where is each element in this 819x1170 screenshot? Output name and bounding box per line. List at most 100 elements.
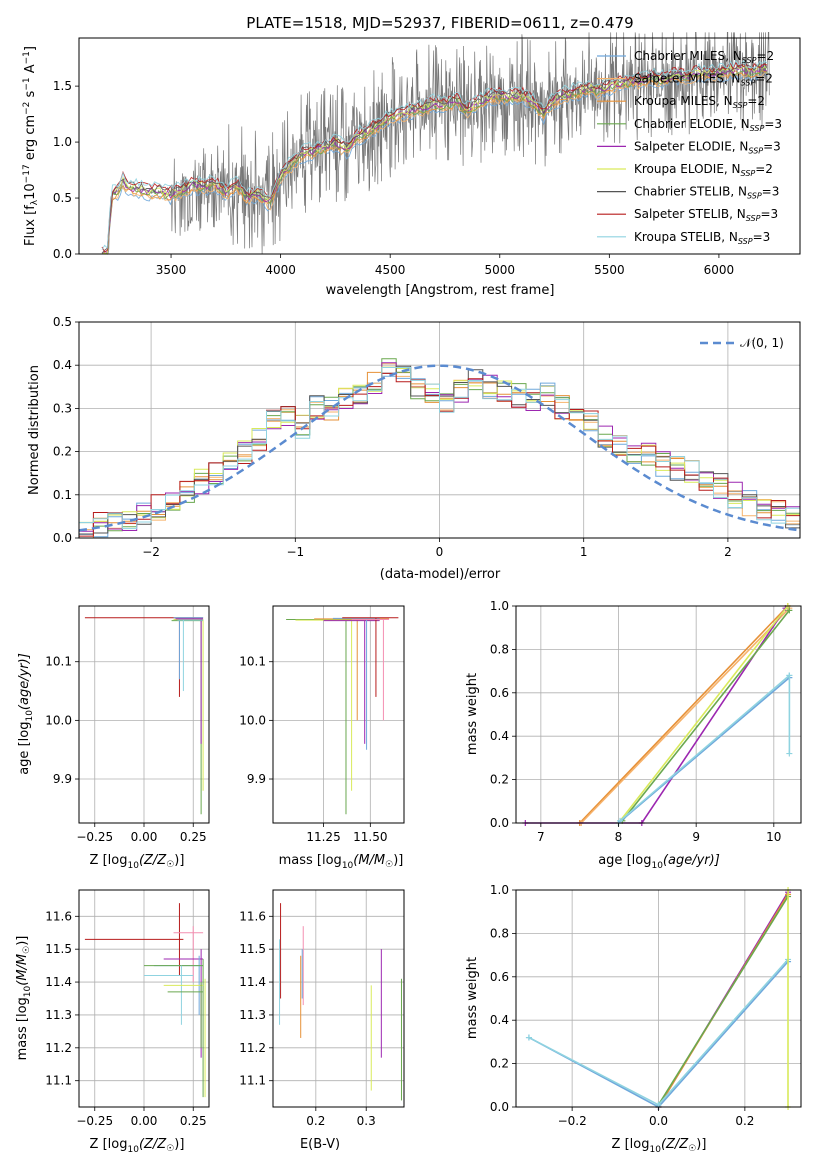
y-tick-label: 9.9 — [247, 772, 266, 786]
mZ-ylabel: mass [log10(M/M☉)] — [15, 936, 33, 1061]
model-spectrum — [102, 71, 768, 255]
legend-entry: Kroupa MILES, NSSP=2 — [634, 94, 765, 110]
x-tick-label: −0.2 — [558, 1114, 587, 1128]
ageZ-xlabel: Z [log10(Z/Z☉)] — [90, 853, 185, 871]
y-tick-label: 0.2 — [53, 445, 72, 459]
data-point — [525, 1034, 532, 1041]
massweight-vs-age-panel: 7 8 9 10 0.0 0.2 0.4 0.6 0.8 1.0 — [490, 599, 802, 844]
y-tick-label: 0.4 — [53, 358, 72, 372]
legend-normal: 𝒩(0, 1) — [740, 336, 784, 350]
x-tick-label: 5000 — [484, 263, 515, 277]
y-tick-label: 11.2 — [239, 1041, 266, 1055]
mZ-xlabel: Z [log10(Z/Z☉)] — [90, 1137, 185, 1155]
residual-panel: −2 −1 0 1 2 0.0 0.1 0.2 0.3 0.4 0.5 𝒩(0, 1) (data-… — [27, 315, 801, 582]
x-tick-label: 4000 — [265, 263, 296, 277]
series-line — [579, 605, 789, 824]
x-tick-label: 0.00 — [131, 1114, 158, 1128]
data-point — [786, 607, 793, 614]
x-tick-label: 9 — [692, 830, 700, 844]
y-tick-label: 10.1 — [45, 655, 72, 669]
massweight-vs-Z-panel: −0.2 0.0 0.2 0.0 0.2 0.4 0.6 0.8 1.0 — [490, 883, 802, 1128]
normal-curve — [78, 364, 801, 532]
mwAge-ylabel: mass weight — [465, 673, 480, 755]
x-tick-label: 8 — [615, 830, 623, 844]
y-tick-label: 0.0 — [53, 247, 72, 261]
residual-ylabel: Normed distribution — [27, 365, 42, 495]
y-tick-label: 9.9 — [53, 772, 72, 786]
y-tick-label: 0.8 — [490, 642, 509, 656]
legend-entry: Chabrier STELIB, NSSP=3 — [634, 185, 779, 201]
x-tick-label: 3500 — [156, 263, 187, 277]
y-tick-label: 0.0 — [490, 1100, 509, 1114]
legend-entry: Salpeter ELODIE, NSSP=3 — [634, 139, 781, 155]
y-tick-label: 0.6 — [490, 686, 509, 700]
x-tick-label: 0.2 — [306, 1114, 325, 1128]
legend-entry: Kroupa ELODIE, NSSP=2 — [634, 162, 773, 178]
x-tick-label: 5500 — [594, 263, 625, 277]
ageM-xlabel: mass [log10(M/M☉)] — [279, 853, 404, 871]
model-spectrum — [101, 62, 768, 254]
y-tick-label: 0.2 — [490, 773, 509, 787]
spectrum-frame — [78, 37, 801, 255]
x-tick-label: 11.50 — [353, 830, 387, 844]
mass-vs-ebv-panel: 0.2 0.3 11.1 11.2 11.3 11.4 11.5 11.6 — [239, 889, 405, 1128]
residual-xlabel: (data-model)/error — [380, 567, 501, 582]
residual-legend: 𝒩(0, 1) — [700, 336, 784, 350]
figure-title: PLATE=1518, MJD=52937, FIBERID=0611, z=0… — [246, 14, 633, 32]
x-tick-label: 0.00 — [131, 830, 158, 844]
residual-histogram — [79, 367, 800, 530]
y-tick-label: 11.2 — [45, 1041, 72, 1055]
spectrum-ylabel: Flux [fλ10−17 erg cm−2 s−1 A−1] — [22, 46, 40, 246]
y-tick-label: 11.3 — [45, 1008, 72, 1022]
legend-entry: Kroupa STELIB, NSSP=3 — [634, 230, 770, 246]
spectrum-legend: Chabrier MILES, NSSP=2 Salpeter MILES, NS… — [597, 49, 782, 246]
p-mE-frame — [272, 889, 405, 1108]
model-spectrum — [101, 67, 768, 255]
x-tick-label: 0 — [436, 545, 444, 559]
series-line — [580, 607, 790, 824]
y-tick-label: 0.4 — [490, 1013, 509, 1027]
x-tick-label: 0.0 — [649, 1114, 668, 1128]
age-vs-Z-panel: −0.25 0.00 0.25 9.9 10.0 10.1 — [45, 605, 210, 844]
y-tick-label: 11.5 — [45, 942, 72, 956]
series-line — [617, 676, 790, 824]
y-tick-label: 10.1 — [239, 655, 266, 669]
y-tick-label: 11.6 — [45, 909, 72, 923]
y-tick-label: 10.0 — [45, 713, 72, 727]
series-line — [617, 605, 789, 824]
x-tick-label: 2 — [724, 545, 732, 559]
mE-xlabel: E(B-V) — [300, 1137, 340, 1152]
x-tick-label: 1 — [580, 545, 588, 559]
x-tick-label: 7 — [537, 830, 545, 844]
y-tick-label: 0.1 — [53, 488, 72, 502]
legend-entry: Chabrier ELODIE, NSSP=3 — [634, 117, 782, 133]
y-tick-label: 11.1 — [239, 1074, 266, 1088]
y-tick-label: 0.6 — [490, 970, 509, 984]
p-ageM-frame — [272, 605, 405, 824]
mwZ-xlabel: Z [log10(Z/Z☉)] — [612, 1137, 707, 1155]
y-tick-label: 10.0 — [239, 713, 266, 727]
y-tick-label: 0.8 — [490, 926, 509, 940]
y-tick-label: 1.5 — [53, 79, 72, 93]
y-tick-label: 11.4 — [45, 975, 72, 989]
series-line — [619, 674, 790, 822]
series-line — [657, 896, 789, 1106]
y-tick-label: 1.0 — [490, 599, 509, 613]
mwZ-ylabel: mass weight — [465, 957, 480, 1039]
y-tick-label: 11.4 — [239, 975, 266, 989]
y-tick-label: 1.0 — [490, 883, 509, 897]
x-tick-label: 0.25 — [180, 830, 207, 844]
y-tick-label: 0.0 — [490, 816, 509, 830]
p-mwAge-frame — [515, 605, 802, 824]
y-tick-label: 0.3 — [53, 401, 72, 415]
y-tick-label: 0.0 — [53, 531, 72, 545]
y-tick-label: 11.5 — [239, 942, 266, 956]
y-tick-label: 0.5 — [53, 315, 72, 329]
legend-entry: Chabrier MILES, NSSP=2 — [634, 49, 774, 65]
y-tick-label: 0.4 — [490, 729, 509, 743]
series-line — [621, 609, 791, 822]
legend-entry: Salpeter MILES, NSSP=2 — [634, 72, 773, 88]
x-tick-label: 10 — [766, 830, 781, 844]
x-tick-label: 6000 — [704, 263, 735, 277]
